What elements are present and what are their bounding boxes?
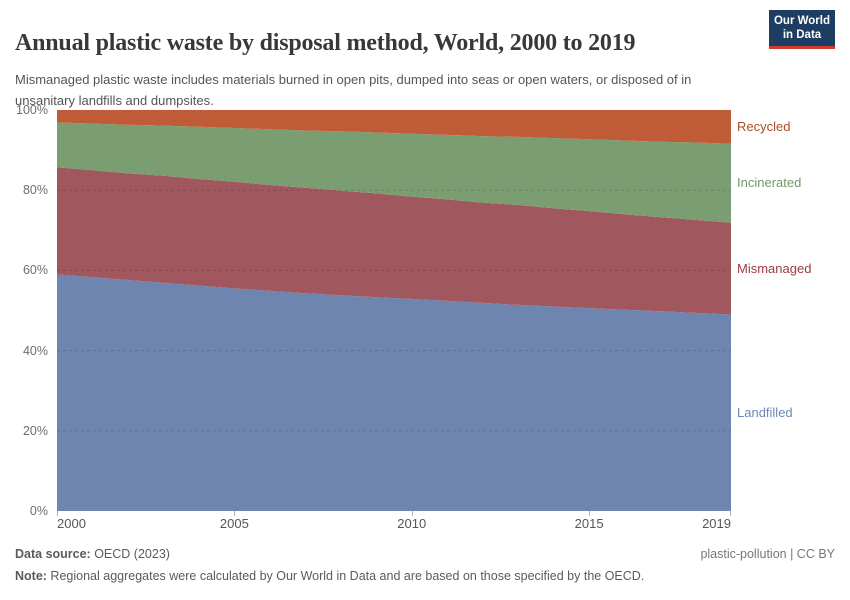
y-tick-label-60: 60% xyxy=(22,263,48,278)
area-incinerated[interactable] xyxy=(57,122,731,223)
legend-label-landfilled[interactable]: Landfilled xyxy=(737,404,793,420)
area-recycled[interactable] xyxy=(57,110,731,144)
y-tick-label-40: 40% xyxy=(22,343,48,358)
x-tick-2015 xyxy=(589,511,591,516)
license-link[interactable]: plastic-pollution | CC BY xyxy=(700,547,835,561)
owid-logo-line2: in Data xyxy=(782,29,822,41)
x-tick-2005 xyxy=(234,511,236,516)
data-source-label: Data source: xyxy=(15,547,91,561)
owid-logo[interactable]: Our World in Data xyxy=(769,10,835,49)
footer: Data source: OECD (2023) plastic-polluti… xyxy=(15,547,835,561)
x-tick-label-2000: 2000 xyxy=(57,516,86,531)
x-tick-2019 xyxy=(730,511,731,516)
page-title: Annual plastic waste by disposal method,… xyxy=(15,30,636,57)
legend-label-recycled[interactable]: Recycled xyxy=(737,118,791,134)
legend-label-incinerated[interactable]: Incinerated xyxy=(737,175,802,191)
data-source: Data source: OECD (2023) xyxy=(15,547,170,561)
area-mismanaged[interactable] xyxy=(57,167,731,315)
stacked-area-plot[interactable] xyxy=(57,110,731,511)
y-tick-label-20: 20% xyxy=(22,423,48,438)
x-tick-2010 xyxy=(411,511,413,516)
y-tick-label-0: 0% xyxy=(29,504,48,518)
y-tick-label-80: 80% xyxy=(22,183,48,198)
y-tick-label-100: 100% xyxy=(16,103,48,117)
x-tick-label-2010: 2010 xyxy=(397,516,427,531)
note-value: Regional aggregates were calculated by O… xyxy=(46,569,645,583)
area-landfilled[interactable] xyxy=(57,274,731,511)
x-tick-label-2015: 2015 xyxy=(574,516,604,531)
owid-logo-line1: Our World xyxy=(773,14,830,27)
x-tick-label-2005: 2005 xyxy=(219,516,249,531)
note-label: Note: xyxy=(15,569,47,583)
x-tick-2000 xyxy=(57,511,58,516)
legend-label-mismanaged[interactable]: Mismanaged xyxy=(737,260,812,276)
chart-subtitle: Mismanaged plastic waste includes materi… xyxy=(15,72,692,108)
footer-note: Note: Regional aggregates were calculate… xyxy=(15,569,835,583)
data-source-value: OECD (2023) xyxy=(90,547,170,561)
x-tick-label-2019: 2019 xyxy=(702,516,731,531)
